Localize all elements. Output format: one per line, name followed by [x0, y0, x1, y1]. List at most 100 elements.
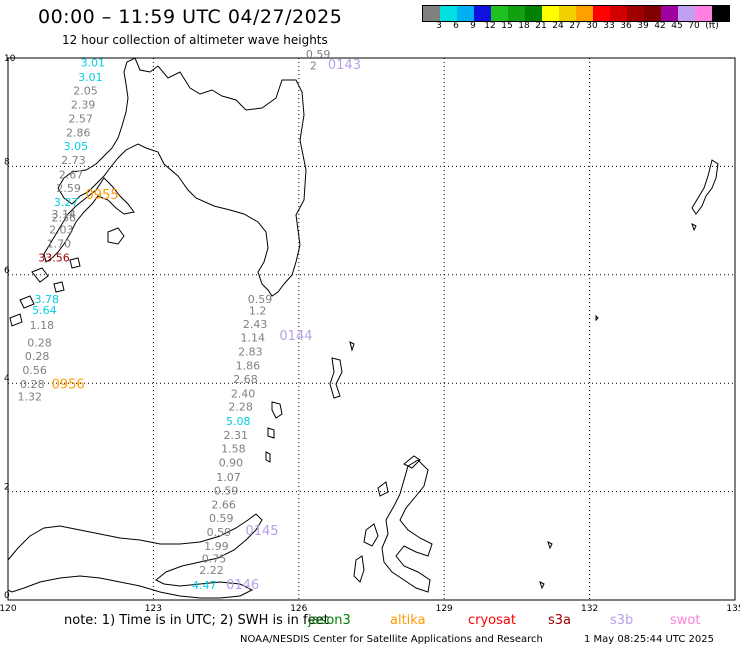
y-tick-label: 4 — [4, 374, 10, 384]
wave-height-reading: 0.75 — [202, 553, 227, 566]
color-scale-label: 27 — [569, 21, 581, 31]
wave-height-reading: 3.05 — [64, 140, 89, 153]
wave-height-reading: 2.05 — [73, 84, 98, 97]
y-tick-label: 8 — [4, 157, 10, 167]
wave-height-reading: 2.22 — [199, 564, 224, 577]
color-swatch — [542, 6, 559, 21]
satellite-legend-jason3: jason3 — [308, 613, 351, 628]
color-scale-label: 30 — [586, 21, 598, 31]
wave-height-reading: 2.40 — [231, 387, 256, 400]
wave-height-reading: 1.86 — [236, 360, 261, 373]
track-time-label: 0146 — [226, 578, 259, 593]
wave-height-reading: 2.86 — [66, 127, 91, 140]
color-swatch — [576, 6, 593, 21]
track-time-label: 0143 — [328, 58, 361, 73]
coastline-mindanao — [57, 57, 307, 297]
color-scale-label: 39 — [637, 21, 649, 31]
coastline-sulawesi — [7, 513, 263, 599]
map-title: 00:00 – 11:59 UTC 04/27/2025 — [38, 6, 343, 28]
note-text: note: 1) Time is in UTC; 2) SWH is in fe… — [64, 613, 329, 628]
wave-height-reading: 2.59 — [56, 182, 81, 195]
track-time-label: 0144 — [279, 329, 312, 344]
color-scale-label: 42 — [654, 21, 666, 31]
coastline-sangihe — [265, 401, 283, 463]
wave-height-reading: 2.57 — [68, 112, 93, 125]
y-tick-label: 2 — [4, 483, 10, 493]
wave-height-reading: 33.56 — [38, 251, 70, 264]
wave-height-reading: 5.64 — [32, 304, 57, 317]
color-swatch — [695, 6, 712, 21]
y-tick-label: 0 — [4, 591, 10, 601]
coastline-obi-islands — [353, 481, 389, 583]
wave-height-reading: 5.08 — [226, 415, 251, 428]
credit-text: NOAA/NESDIS Center for Satellite Applica… — [240, 634, 543, 645]
satellite-legend-swot: swot — [670, 613, 701, 628]
wave-height-color-scale — [422, 5, 730, 22]
color-swatch — [610, 6, 627, 21]
wave-height-reading: 0.28 — [25, 350, 50, 363]
wave-height-reading: 0.59 — [214, 484, 239, 497]
wave-height-reading: 2.28 — [228, 400, 253, 413]
wave-height-reading: 1.14 — [241, 331, 266, 344]
wave-height-reading: 3.78 — [35, 293, 60, 306]
wave-height-reading: 0.59 — [248, 293, 273, 306]
coastline-morotai — [403, 455, 421, 469]
wave-height-reading: 1.07 — [216, 471, 241, 484]
coastline-halmahera — [381, 459, 433, 593]
color-swatch — [508, 6, 525, 21]
color-swatch — [559, 6, 576, 21]
y-tick-label: 6 — [4, 266, 10, 276]
wave-height-reading: 0.59 — [207, 526, 232, 539]
map-subtitle: 12 hour collection of altimeter wave hei… — [62, 33, 328, 47]
wave-height-reading: 0.28 — [20, 378, 45, 391]
color-swatch — [440, 6, 457, 21]
wave-height-reading: 2.39 — [71, 98, 96, 111]
color-swatch — [661, 6, 678, 21]
wave-height-reading: 0.59 — [209, 512, 234, 525]
map-frame — [7, 57, 736, 601]
color-swatch — [627, 6, 644, 21]
coastline — [7, 57, 719, 599]
coastline-basilan — [107, 227, 125, 245]
coastline-small-islands — [539, 314, 599, 590]
wave-height-reading: 0.28 — [27, 336, 52, 349]
x-tick-label: 132 — [581, 604, 598, 614]
satellite-legend-s3b: s3b — [610, 613, 634, 628]
color-scale-label: 3 — [436, 21, 442, 31]
wave-height-reading: 3.14 — [51, 208, 76, 221]
coastline-sulu-islands — [9, 257, 81, 327]
color-swatch — [712, 6, 729, 21]
color-scale-label: 15 — [501, 21, 513, 31]
y-tick-label: 10 — [4, 54, 16, 64]
color-scale-unit: (ft) — [705, 21, 719, 31]
color-scale-label: 36 — [620, 21, 632, 31]
satellite-legend-cryosat: cryosat — [468, 613, 516, 628]
wave-readings: 3.013.012.052.392.572.863.052.732.672.59… — [18, 48, 331, 592]
wave-height-reading: 0.56 — [22, 364, 47, 377]
wave-height-reading: 2.43 — [243, 318, 268, 331]
wave-height-reading: 2.68 — [233, 373, 258, 386]
color-scale-label: 9 — [470, 21, 476, 31]
wave-height-reading: 2.36 — [51, 212, 76, 225]
wave-height-reading: 2.83 — [238, 346, 263, 359]
color-swatch — [593, 6, 610, 21]
wave-height-reading: 1.58 — [221, 443, 246, 456]
color-swatch — [525, 6, 542, 21]
wave-height-reading: 3.01 — [81, 57, 106, 70]
color-scale-label: 12 — [484, 21, 496, 31]
satellite-legend-altika: altika — [390, 613, 426, 628]
color-swatch — [644, 6, 661, 21]
coastline-talaud — [329, 341, 355, 399]
x-tick-label: 120 — [0, 604, 17, 614]
x-tick-label: 123 — [145, 604, 162, 614]
color-scale-label: 21 — [535, 21, 547, 31]
wave-height-reading: 3.01 — [78, 71, 103, 84]
track-time-label: 0145 — [245, 524, 278, 539]
wave-height-reading: 2 — [310, 59, 317, 72]
color-scale-label: 18 — [518, 21, 530, 31]
color-swatch — [423, 6, 440, 21]
wave-height-reading: 4.47 — [192, 579, 217, 592]
wave-height-reading: 2.67 — [59, 168, 84, 181]
coastline-palau — [691, 159, 719, 232]
